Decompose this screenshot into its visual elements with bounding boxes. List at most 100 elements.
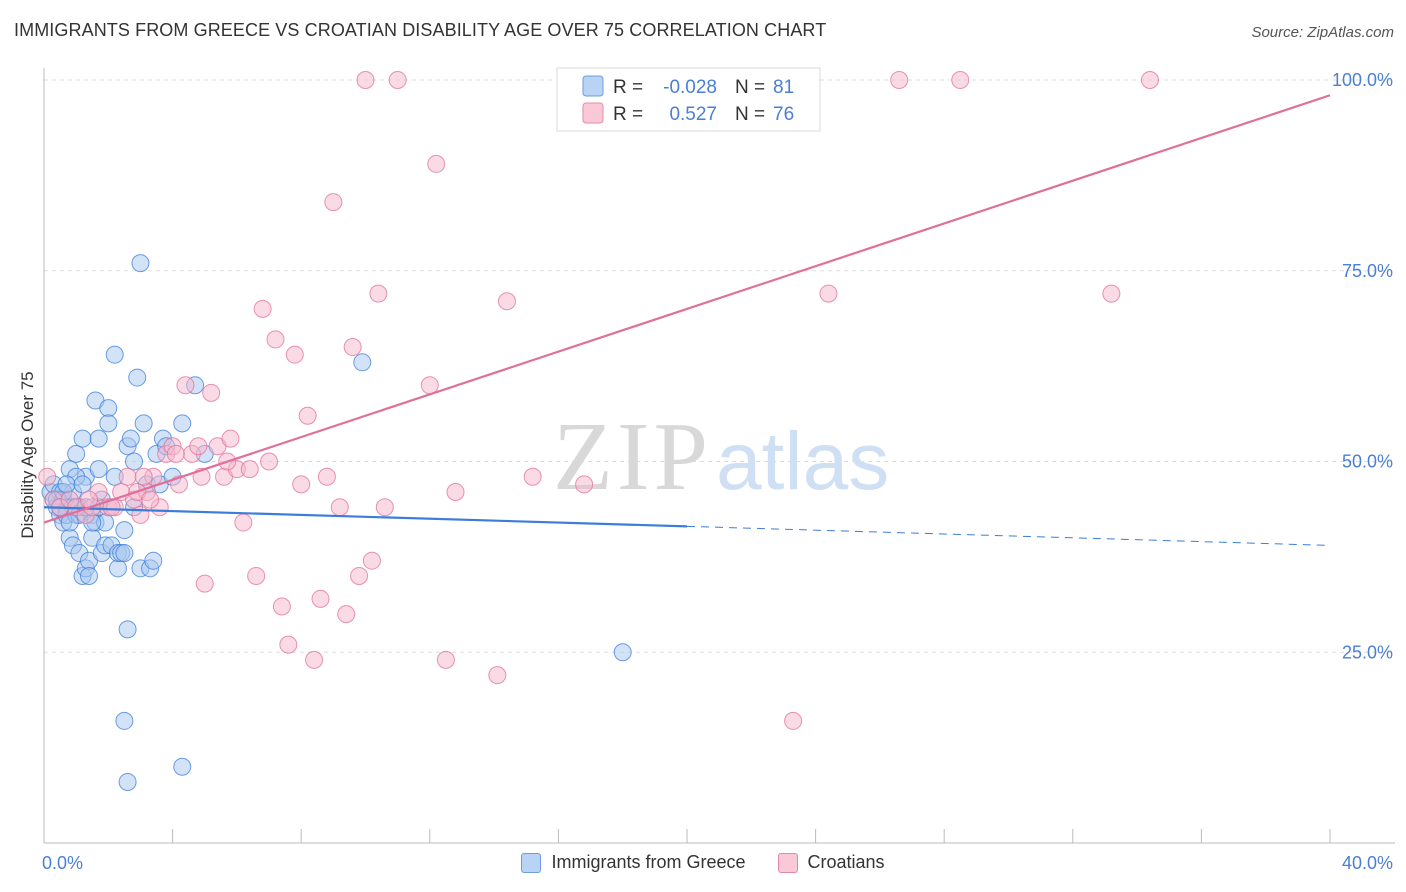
stats-legend-n-label-greece: N = — [735, 77, 765, 98]
tick-labels: 25.0% 50.0% 75.0% 100.0% 0.0% 40.0% — [42, 70, 1393, 873]
point-greece-41 — [115, 521, 134, 540]
point-croatians-42 — [317, 467, 336, 486]
watermark-atlas: atlas — [716, 416, 889, 507]
stats-legend-r-value-greece: -0.028 — [663, 77, 717, 98]
point-croatians-55 — [436, 650, 455, 669]
stats-legend-n-value-greece: 81 — [773, 77, 794, 98]
point-croatians-56 — [446, 483, 465, 502]
point-croatians-24 — [202, 383, 221, 402]
point-croatians-49 — [362, 551, 381, 570]
trend-line-greece — [43, 506, 688, 528]
point-croatians-50 — [369, 284, 388, 303]
point-greece-28 — [89, 429, 108, 448]
series-legend: Immigrants from Greece Croatians — [0, 852, 1406, 873]
legend-label-croatians: Croatians — [807, 852, 885, 872]
axes — [43, 68, 1395, 844]
point-greece-43 — [118, 620, 137, 639]
point-croatians-73 — [102, 498, 121, 517]
point-greece-50 — [131, 254, 150, 273]
point-croatians-37 — [285, 345, 304, 364]
y-tick-label: 50.0% — [1342, 452, 1393, 472]
point-croatians-57 — [488, 666, 507, 685]
legend-swatch-croatians — [777, 852, 798, 873]
legend-item-greece[interactable]: Immigrants from Greece — [521, 852, 746, 873]
point-greece-60 — [173, 414, 192, 433]
point-croatians-44 — [330, 498, 349, 517]
point-croatians-38 — [292, 475, 311, 494]
point-croatians-20 — [176, 376, 195, 395]
y-tick-label: 75.0% — [1342, 261, 1393, 281]
stats-legend-swatch-croatians — [582, 102, 604, 124]
point-croatians-74 — [134, 467, 153, 486]
point-croatians-67 — [1140, 71, 1159, 89]
trend-line-greece-extension — [686, 525, 1331, 546]
point-croatians-65 — [951, 71, 970, 89]
point-greece-45 — [121, 429, 140, 448]
point-croatians-66 — [1102, 284, 1121, 303]
point-greece-23 — [80, 566, 99, 585]
y-tick-label: 25.0% — [1342, 642, 1393, 662]
point-croatians-39 — [298, 406, 317, 425]
point-croatians-34 — [266, 330, 285, 349]
point-croatians-63 — [819, 284, 838, 303]
point-greece-48 — [128, 368, 147, 387]
point-croatians-48 — [356, 71, 375, 89]
point-croatians-59 — [523, 467, 542, 486]
source-label: Source: ZipAtlas.com — [1251, 24, 1394, 41]
point-croatians-33 — [260, 452, 279, 471]
point-greece-79 — [73, 475, 92, 494]
stats-legend-n-value-croatians: 76 — [773, 104, 794, 125]
point-croatians-58 — [497, 292, 516, 311]
point-greece-54 — [144, 551, 163, 570]
trend-line-croatians — [43, 94, 1331, 524]
point-greece-29 — [89, 460, 108, 479]
point-croatians-32 — [253, 299, 272, 318]
stats-legend-swatch-greece — [582, 75, 604, 97]
point-greece-73 — [353, 353, 372, 372]
point-croatians-41 — [311, 589, 330, 608]
point-croatians-54 — [427, 154, 446, 173]
point-croatians-45 — [337, 605, 356, 624]
point-croatians-23 — [195, 574, 214, 593]
point-croatians-43 — [324, 193, 343, 212]
point-croatians-27 — [221, 429, 240, 448]
point-greece-15 — [67, 444, 86, 463]
point-croatians-0 — [38, 467, 57, 486]
x-tick-label: 40.0% — [1342, 853, 1393, 873]
point-greece-34 — [99, 414, 118, 433]
stats-legend-r-value-croatians: 0.527 — [669, 104, 717, 125]
watermark: ZIP atlas — [553, 403, 889, 511]
point-greece-76 — [57, 475, 76, 494]
point-croatians-47 — [350, 566, 369, 585]
legend-swatch-greece — [521, 852, 542, 873]
point-greece-46 — [125, 452, 144, 471]
point-croatians-35 — [272, 597, 291, 616]
x-tick-label: 0.0% — [42, 853, 83, 873]
point-croatians-30 — [240, 460, 259, 479]
point-greece-36 — [105, 345, 124, 364]
point-croatians-51 — [375, 498, 394, 517]
stats-legend-r-label-greece: R = — [613, 77, 643, 98]
point-croatians-53 — [420, 376, 439, 395]
point-croatians-29 — [234, 513, 253, 532]
legend-item-croatians[interactable]: Croatians — [777, 852, 885, 873]
point-croatians-62 — [784, 711, 803, 730]
point-greece-51 — [134, 414, 153, 433]
point-croatians-22 — [189, 437, 208, 456]
point-croatians-31 — [247, 566, 266, 585]
legend-label-greece: Immigrants from Greece — [551, 852, 746, 872]
trend-lines — [43, 94, 1331, 546]
point-croatians-52 — [388, 71, 407, 89]
stats-legend-n-label-croatians: N = — [735, 104, 765, 125]
stats-legend: R = -0.028 N = 81 R = 0.527 N = 76 — [556, 67, 821, 132]
point-croatians-64 — [890, 71, 909, 89]
point-croatians-11 — [118, 467, 137, 486]
y-tick-label: 100.0% — [1332, 70, 1393, 90]
point-greece-33 — [99, 399, 118, 418]
point-greece-42 — [115, 544, 134, 563]
point-greece-18 — [73, 429, 92, 448]
point-croatians-36 — [279, 635, 298, 654]
point-greece-72 — [173, 757, 192, 776]
point-croatians-70 — [141, 490, 160, 509]
